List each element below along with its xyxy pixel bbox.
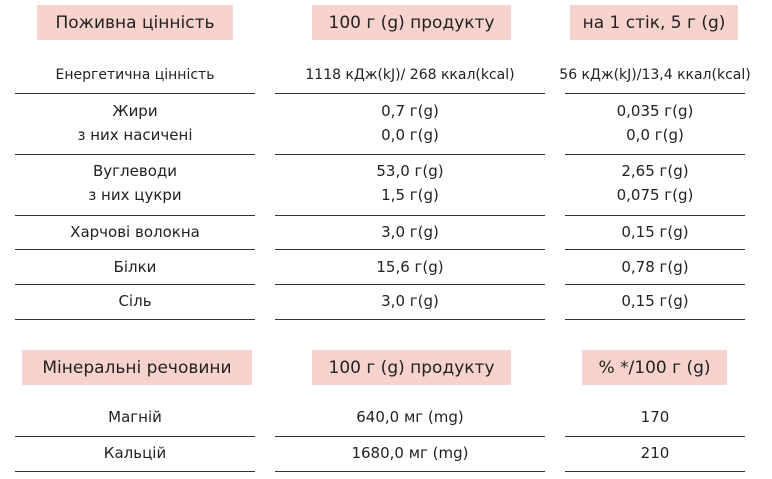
row-divider: [275, 471, 545, 472]
table-cell: Вуглеводи: [92, 162, 178, 180]
table-cell: 0,075 г(g): [616, 186, 694, 204]
table-cell: 53,0 г(g): [376, 162, 444, 180]
table-cell: 3,0 г(g): [381, 223, 439, 241]
row-divider: [15, 215, 255, 216]
table-cell: з них насичені: [77, 126, 193, 144]
table-cell: 170: [640, 408, 670, 426]
table-cell: 1,5 г(g): [381, 186, 439, 204]
table-cell: 1680,0 мг (mg): [351, 444, 469, 462]
row-divider: [275, 436, 545, 437]
table-cell: Білки: [113, 258, 157, 276]
table-cell: 3,0 г(g): [381, 292, 439, 310]
row-divider: [15, 284, 255, 285]
table-cell: 0,15 г(g): [621, 223, 689, 241]
table-cell: з них цукри: [88, 186, 182, 204]
row-divider: [15, 154, 255, 155]
column-header: на 1 стік, 5 г (g): [570, 5, 738, 40]
row-divider: [15, 93, 255, 94]
column-header: % */100 г (g): [582, 350, 727, 385]
table-cell: 210: [640, 444, 670, 462]
row-divider: [15, 471, 255, 472]
row-divider: [275, 93, 545, 94]
table-cell: 56 кДж(kJ)/13,4 ккал(kcal): [559, 67, 751, 83]
row-divider: [565, 93, 745, 94]
row-divider: [565, 319, 745, 320]
row-divider: [275, 215, 545, 216]
table-cell: Енергетична цінність: [55, 67, 215, 83]
table-cell: Сіль: [118, 292, 152, 310]
row-divider: [15, 436, 255, 437]
table-cell: 1118 кДж(kJ)/ 268 ккал(kcal): [305, 67, 515, 83]
table-cell: 0,0 г(g): [626, 126, 684, 144]
table-cell: Харчові волокна: [70, 223, 200, 241]
column-header: Поживна цінність: [37, 5, 233, 40]
row-divider: [275, 154, 545, 155]
table-cell: 15,6 г(g): [376, 258, 444, 276]
table-cell: 0,0 г(g): [381, 126, 439, 144]
row-divider: [565, 471, 745, 472]
column-header: Мінеральні речовини: [22, 350, 252, 385]
row-divider: [15, 249, 255, 250]
table-cell: 0,78 г(g): [621, 258, 689, 276]
table-cell: 0,035 г(g): [616, 102, 694, 120]
table-cell: 2,65 г(g): [621, 162, 689, 180]
column-header: 100 г (g) продукту: [312, 5, 511, 40]
row-divider: [565, 284, 745, 285]
row-divider: [565, 215, 745, 216]
table-cell: 0,15 г(g): [621, 292, 689, 310]
row-divider: [565, 249, 745, 250]
row-divider: [15, 319, 255, 320]
row-divider: [275, 249, 545, 250]
table-cell: Кальцій: [103, 444, 167, 462]
table-cell: 640,0 мг (mg): [356, 408, 464, 426]
table-cell: Магній: [108, 408, 162, 426]
row-divider: [565, 154, 745, 155]
row-divider: [275, 319, 545, 320]
row-divider: [565, 436, 745, 437]
table-cell: 0,7 г(g): [381, 102, 439, 120]
column-header: 100 г (g) продукту: [312, 350, 511, 385]
table-cell: Жири: [112, 102, 158, 120]
row-divider: [275, 284, 545, 285]
